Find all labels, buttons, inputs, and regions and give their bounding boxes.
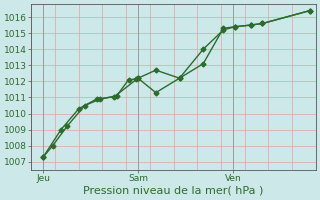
X-axis label: Pression niveau de la mer( hPa ): Pression niveau de la mer( hPa )	[84, 186, 264, 196]
